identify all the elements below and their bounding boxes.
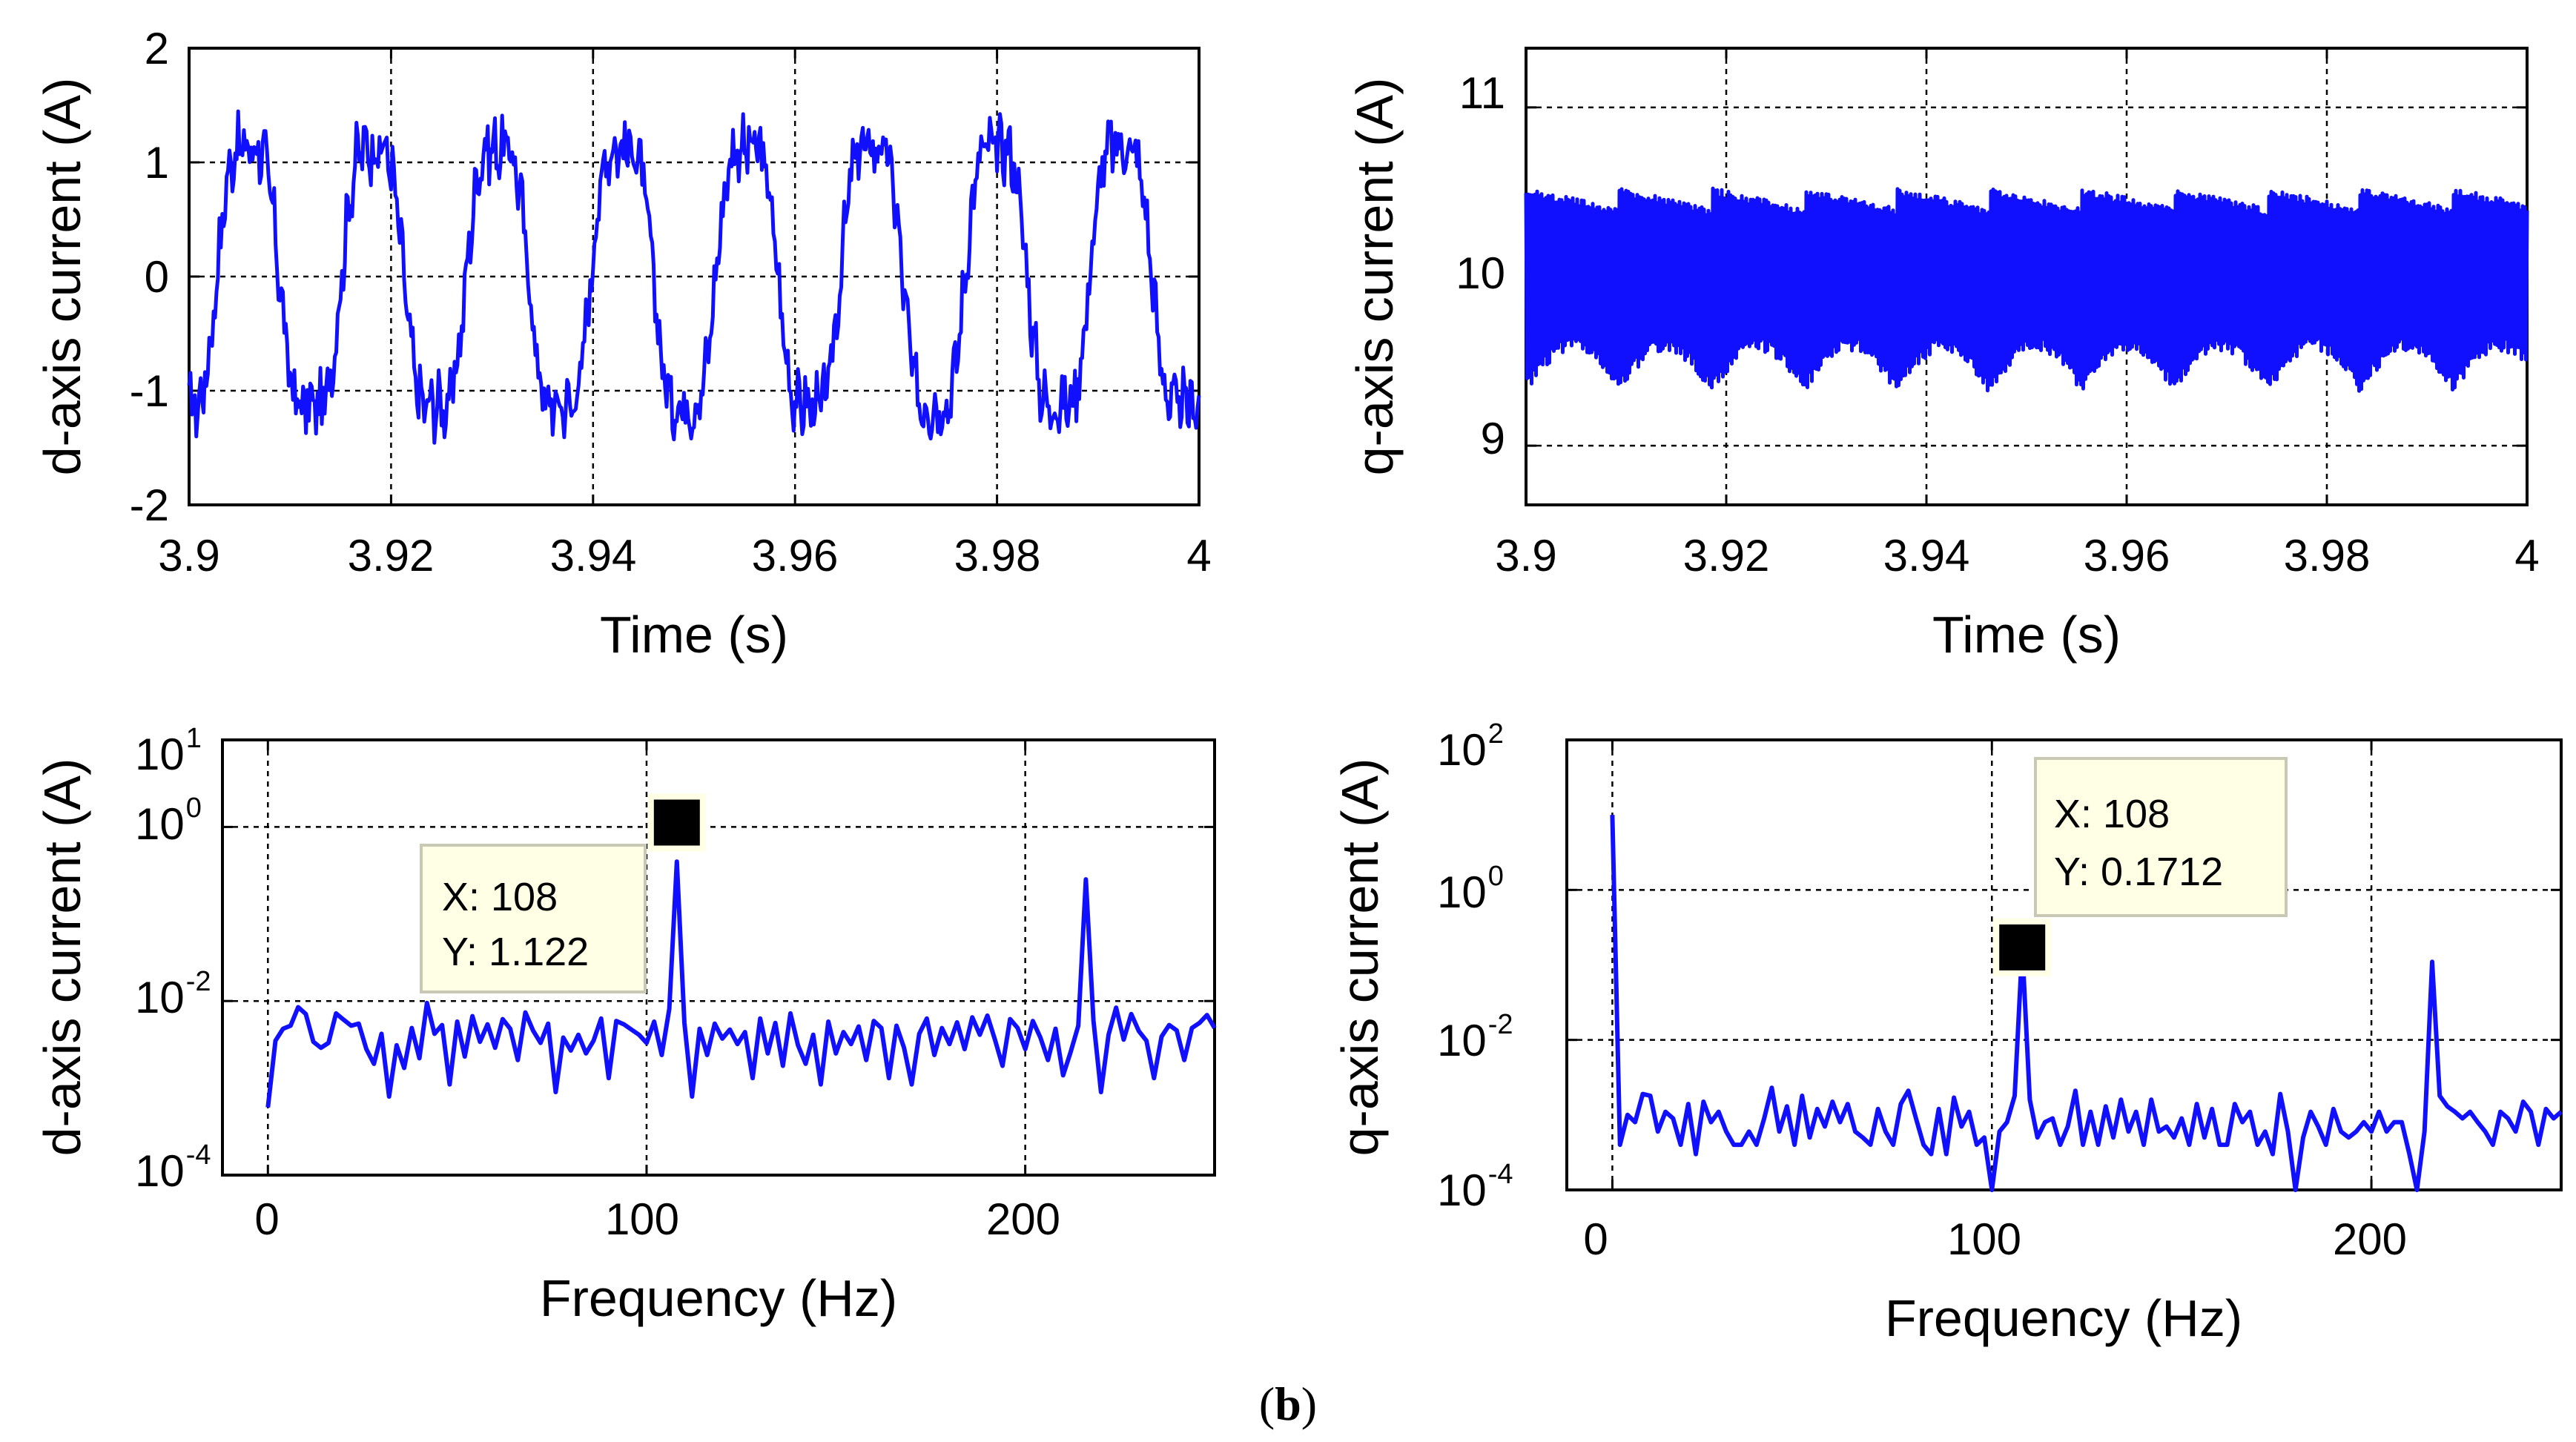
data-tip-marker[interactable] xyxy=(1993,918,2052,976)
d-axis-spectrum-trace xyxy=(265,859,1217,1108)
x-tick-labels: 3.9 3.92 3.94 3.96 3.98 4 xyxy=(158,531,1211,581)
y-tick-label: 2 xyxy=(145,24,169,73)
y-tick-label: 10 xyxy=(1456,248,1505,298)
plot-frame xyxy=(221,738,1216,1177)
grid-lines xyxy=(1567,740,2561,1190)
q-axis-spectrum-trace xyxy=(1610,815,2563,1192)
y-tick-label: 10-4 xyxy=(1437,1159,1513,1215)
data-tip-box xyxy=(2034,757,2288,917)
x-tick-label: 4 xyxy=(2514,531,2539,581)
x-tick-label: 3.98 xyxy=(2284,531,2371,581)
x-tick-label: 3.9 xyxy=(158,531,219,581)
y-tick-label: 1 xyxy=(145,138,169,188)
y-tick-label: 102 xyxy=(1437,718,1504,775)
chart-d-axis-time: 2 1 0 -1 -2 3.9 3.92 3.94 3.96 3.98 4 Ti… xyxy=(33,24,1212,664)
x-tick-label: 0 xyxy=(1583,1214,1608,1264)
data-tip-y: Y: 1.122 xyxy=(442,930,589,974)
x-tick-label: 3.98 xyxy=(954,531,1041,581)
chart-d-axis-spectrum: 101 100 10-2 10-4 0 100 200 Frequency (H… xyxy=(33,723,1217,1327)
y-tick-label: 100 xyxy=(135,793,202,849)
d-axis-current-trace xyxy=(187,109,1201,445)
x-axis-label: Time (s) xyxy=(600,606,788,664)
x-tick-label: 3.94 xyxy=(550,531,637,581)
y-tick-label: 11 xyxy=(1459,68,1505,118)
data-tip-x: X: 108 xyxy=(442,875,558,919)
y-tick-label: 9 xyxy=(1481,414,1505,463)
y-tick-labels: 11 10 9 xyxy=(1456,68,1505,463)
x-tick-label: 3.92 xyxy=(1683,531,1770,581)
tick-marks xyxy=(1567,738,2561,1191)
data-tip-marker[interactable] xyxy=(647,793,706,852)
x-tick-label: 3.94 xyxy=(1883,531,1970,581)
x-axis-label: Frequency (Hz) xyxy=(540,1269,897,1327)
y-tick-label: 10-2 xyxy=(1437,1009,1513,1065)
y-axis-label: d-axis current (A) xyxy=(33,758,91,1157)
y-tick-labels: 102 100 10-2 10-4 xyxy=(1437,718,1513,1215)
y-tick-label: 10-4 xyxy=(135,1140,211,1196)
y-axis-label: q-axis current (A) xyxy=(1331,758,1389,1157)
y-tick-label: -1 xyxy=(130,366,169,416)
x-tick-label: 4 xyxy=(1186,531,1211,581)
data-tip-y: Y: 0.1712 xyxy=(2054,850,2223,894)
x-tick-label: 3.96 xyxy=(2084,531,2170,581)
chart-q-axis-spectrum: 102 100 10-2 10-4 0 100 200 Frequency (H… xyxy=(1331,718,2563,1347)
x-tick-label: 200 xyxy=(986,1194,1060,1244)
x-tick-label: 3.96 xyxy=(752,531,839,581)
y-tick-label: 100 xyxy=(1437,861,1504,917)
x-tick-label: 100 xyxy=(605,1194,679,1244)
data-tip-box xyxy=(420,844,647,993)
x-tick-labels: 3.9 3.92 3.94 3.96 3.98 4 xyxy=(1495,531,2539,581)
data-tip[interactable]: X: 108 Y: 1.122 xyxy=(420,793,706,993)
x-tick-label: 3.92 xyxy=(348,531,435,581)
x-tick-labels: 0 100 200 xyxy=(1583,1214,2407,1264)
tick-marks xyxy=(222,738,1215,1177)
data-tip[interactable]: X: 108 Y: 0.1712 xyxy=(1993,757,2288,976)
y-tick-labels: 2 1 0 -1 -2 xyxy=(130,24,169,530)
y-tick-label: 0 xyxy=(145,252,169,302)
q-axis-current-trace xyxy=(1524,186,2529,393)
y-tick-label: 101 xyxy=(135,723,202,779)
y-tick-labels: 101 100 10-2 10-4 xyxy=(135,723,211,1196)
x-tick-label: 0 xyxy=(254,1194,279,1244)
y-axis-label: q-axis current (A) xyxy=(1346,78,1404,476)
figure-caption: (b) xyxy=(1259,1377,1317,1430)
y-tick-label: -2 xyxy=(130,480,169,530)
x-tick-label: 100 xyxy=(1947,1214,2021,1264)
y-axis-label: d-axis current (A) xyxy=(33,78,91,476)
x-tick-labels: 0 100 200 xyxy=(254,1194,1060,1244)
chart-q-axis-time: 11 10 9 3.9 3.92 3.94 3.96 3.98 4 Time (… xyxy=(1346,47,2540,664)
data-tip-x: X: 108 xyxy=(2054,792,2170,836)
x-tick-label: 3.9 xyxy=(1495,531,1556,581)
y-tick-label: 10-2 xyxy=(135,966,211,1022)
x-tick-label: 200 xyxy=(2333,1214,2407,1264)
x-axis-label: Frequency (Hz) xyxy=(1885,1289,2242,1347)
x-axis-label: Time (s) xyxy=(1932,606,2121,664)
